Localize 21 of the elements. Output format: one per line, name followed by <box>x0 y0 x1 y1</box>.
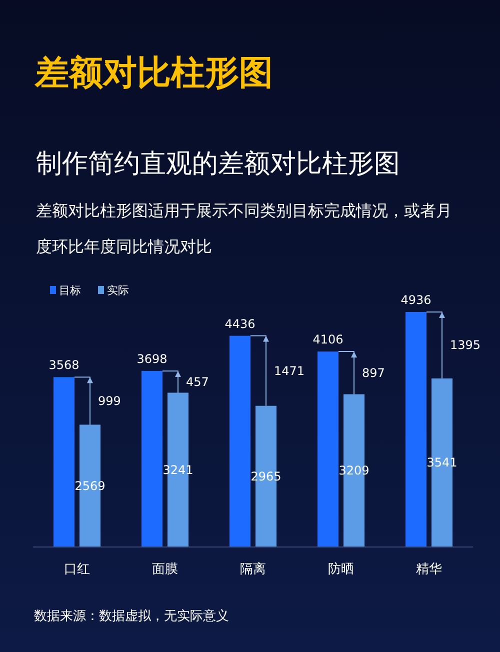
x-tick-label: 隔离 <box>240 561 266 577</box>
source-note: 数据来源：数据虚拟，无实际意义 <box>34 609 229 624</box>
chart-subtitle: 制作简约直观的差额对比柱形图 <box>36 149 400 179</box>
x-tick-label: 面膜 <box>152 562 178 577</box>
x-tick-label: 防晒 <box>328 562 354 577</box>
data-label: 4436 <box>224 316 256 331</box>
data-label: 4106 <box>312 332 344 347</box>
legend-label: 目标 <box>59 284 81 297</box>
annotation: 897 <box>362 366 385 380</box>
text: 差额对比柱形图适用于展示不同类别目标完成情况，或者月度环比年度同比情况对比 <box>36 201 452 256</box>
annotation: 457 <box>186 374 209 389</box>
data-label: 4936 <box>400 293 432 307</box>
annotation: 999 <box>98 394 121 408</box>
annotation: 1471 <box>274 364 305 378</box>
legend-label: 实际 <box>107 284 129 297</box>
x-tick-label: 精华 <box>416 562 442 577</box>
data-label: 3568 <box>48 358 80 372</box>
x-tick-label: 口红 <box>64 562 90 577</box>
data-label: 3698 <box>136 352 168 366</box>
annotation: 1395 <box>450 338 481 352</box>
chart-title: 差额对比柱形图 <box>34 53 273 93</box>
